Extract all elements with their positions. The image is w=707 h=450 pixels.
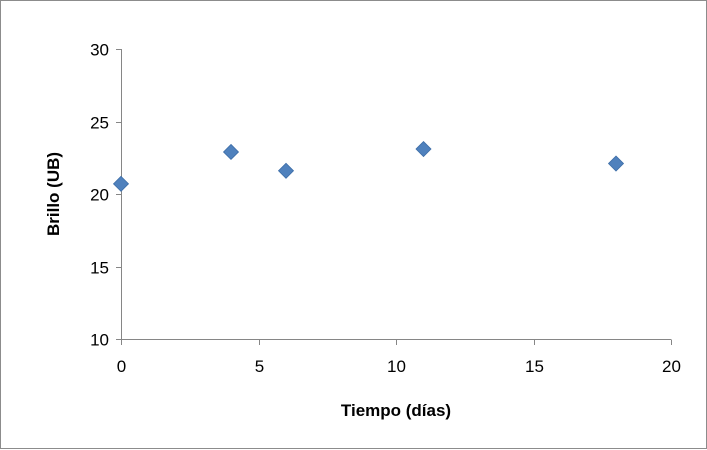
axes	[116, 49, 672, 345]
y-axis-title: Brillo (UB)	[44, 152, 63, 236]
x-tick-label: 0	[117, 357, 126, 376]
y-tick-label: 30	[90, 41, 109, 60]
x-tick-label: 15	[525, 357, 544, 376]
x-tick-label: 20	[662, 357, 681, 376]
data-points	[112, 140, 625, 192]
x-tick-label: 10	[387, 357, 406, 376]
data-point	[607, 155, 625, 172]
data-point	[415, 140, 432, 158]
y-tick-label: 25	[90, 114, 109, 133]
data-point	[277, 162, 295, 179]
data-point	[112, 175, 130, 192]
y-tick-label: 15	[90, 259, 109, 278]
x-axis-title: Tiempo (días)	[341, 401, 451, 420]
y-tick-label: 10	[90, 331, 109, 350]
x-tick-label: 5	[255, 357, 264, 376]
tick-labels: 10 15 20 25 30 0 5 10 15 20	[90, 41, 681, 377]
y-tick-label: 20	[90, 186, 109, 205]
data-point	[222, 143, 240, 161]
